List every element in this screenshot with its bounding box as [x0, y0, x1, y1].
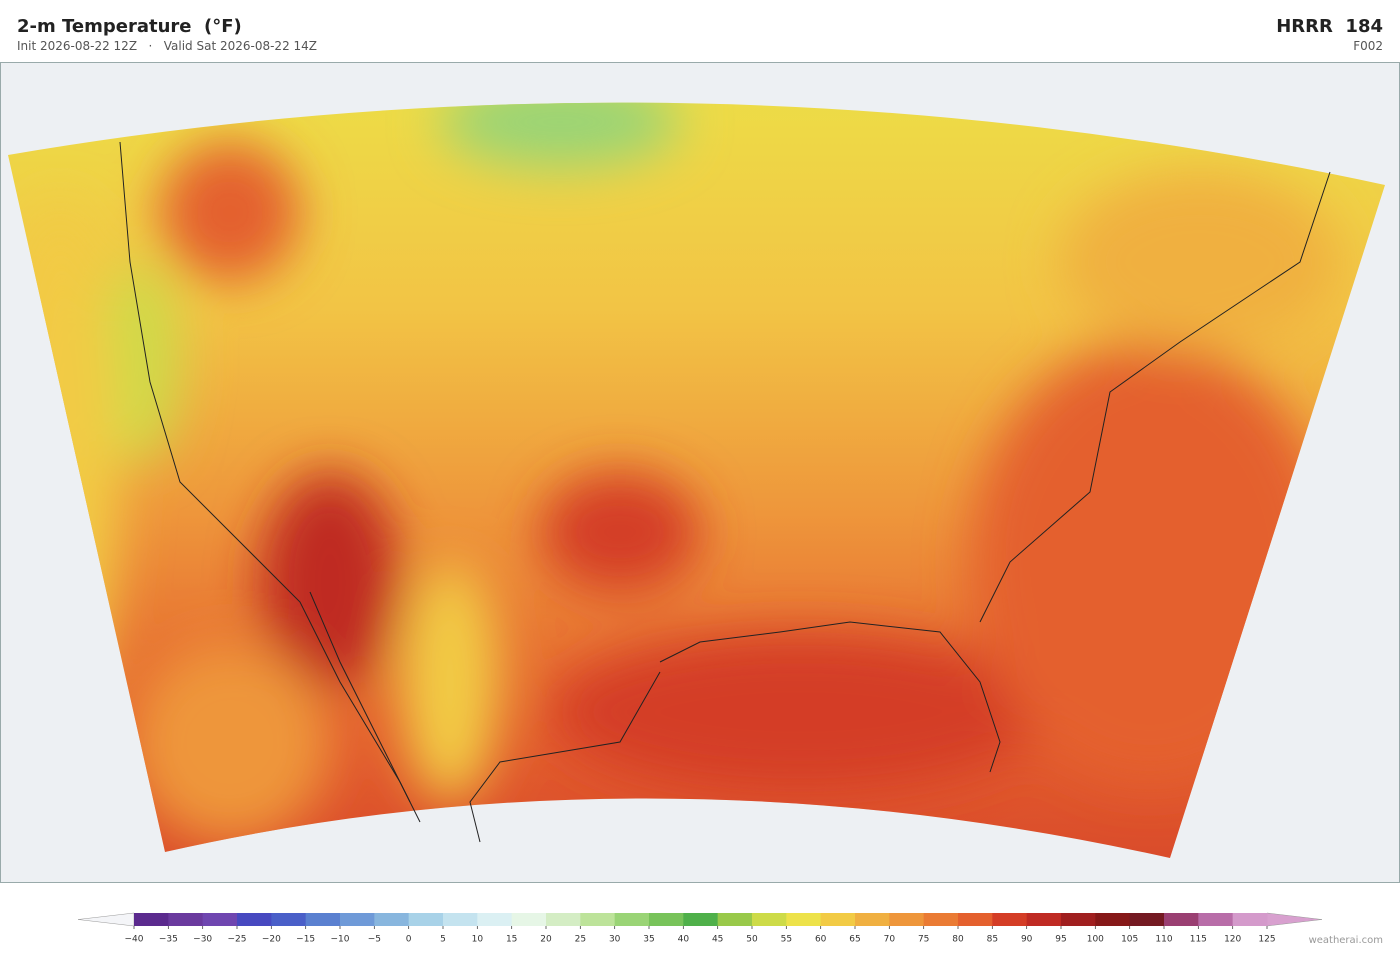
tick-label: 90 [1021, 935, 1033, 945]
colorbar-segment [202, 913, 238, 926]
model-label: HRRR 184 [1276, 16, 1383, 37]
tick-label: 25 [575, 935, 586, 945]
colorbar-segment [168, 913, 204, 926]
tick-label: 15 [506, 935, 517, 945]
tick-label: −15 [296, 935, 315, 945]
colorbar-segment [614, 913, 650, 926]
tick-label: 20 [540, 935, 552, 945]
tick-label: −40 [125, 935, 144, 945]
colorbar-segment [889, 913, 925, 926]
map [0, 62, 1400, 883]
colorbar-segment [683, 913, 719, 926]
colorbar-segment [820, 913, 856, 926]
colorbar-segment [992, 913, 1028, 926]
colorbar-segment [1095, 913, 1131, 926]
subtitle: Init 2026-08-22 12Z · Valid Sat 2026-08-… [17, 39, 318, 53]
colorbar-segment [1061, 913, 1096, 926]
tick-label: −25 [228, 935, 247, 945]
colorbar-segment [752, 913, 787, 926]
tick-label: 100 [1087, 935, 1104, 945]
tick-label: 115 [1190, 935, 1207, 945]
tick-label: 70 [884, 935, 896, 945]
credit: weatherai.com [1308, 935, 1383, 946]
tick-label: 30 [609, 935, 621, 945]
colorbar-segment [1198, 913, 1234, 926]
tick-label: 55 [781, 935, 792, 945]
tick-label: 60 [815, 935, 827, 945]
colorbar-segment [786, 913, 822, 926]
tick-label: 40 [678, 935, 690, 945]
tick-label: 50 [746, 935, 758, 945]
colorbar-segment [855, 913, 890, 926]
colorbar-segment [546, 913, 581, 926]
title: 2-m Temperature (°F) [17, 16, 242, 37]
colorbar-segment [923, 913, 959, 926]
colorbar-over [1266, 912, 1323, 927]
colorbar-segment [237, 913, 272, 926]
temperature-field [8, 102, 1385, 859]
coastline [119, 141, 1331, 843]
tick-label: 0 [406, 935, 412, 945]
colorbar-segment [717, 913, 753, 926]
colorbar-segment [580, 913, 616, 926]
tick-label: 125 [1258, 935, 1275, 945]
tick-label: 65 [849, 935, 860, 945]
tick-label: 110 [1155, 935, 1172, 945]
colorbar-segment [374, 913, 410, 926]
tick-label: 75 [918, 935, 929, 945]
tick-label: 45 [712, 935, 723, 945]
colorbar: −40 −35 −30 −25 −20 −15 −10 −5 0 5 10 15 20 25 30 35 40 4… [77, 912, 1323, 945]
colorbar-segment [408, 913, 444, 926]
forecast-hour: F002 [1353, 39, 1383, 53]
colorbar-segment [271, 913, 307, 926]
colorbar-segment [305, 913, 341, 926]
colorbar-segment [649, 913, 684, 926]
tick-label: −10 [331, 935, 350, 945]
tick-label: 80 [952, 935, 964, 945]
tick-label: 120 [1224, 935, 1241, 945]
tick-label: 105 [1121, 935, 1138, 945]
colorbar-segment [134, 913, 169, 926]
tick-label: −20 [262, 935, 281, 945]
tick-label: 95 [1055, 935, 1066, 945]
colorbar-segment [477, 913, 513, 926]
tick-label: −35 [159, 935, 178, 945]
colorbar-under [77, 912, 135, 927]
colorbar-segment [443, 913, 478, 926]
colorbar-segment [511, 913, 547, 926]
colorbar-segment [340, 913, 375, 926]
colorbar-segment [1026, 913, 1062, 926]
tick-label: −30 [193, 935, 212, 945]
tick-label: 10 [472, 935, 484, 945]
tick-label: −5 [368, 935, 381, 945]
tick-label: 85 [987, 935, 998, 945]
colorbar-segment [958, 913, 993, 926]
colorbar-segment [1164, 913, 1199, 926]
colorbar-segment [1129, 913, 1165, 926]
tick-label: 35 [643, 935, 654, 945]
tick-label: 5 [440, 935, 446, 945]
colorbar-segment [1232, 913, 1268, 926]
